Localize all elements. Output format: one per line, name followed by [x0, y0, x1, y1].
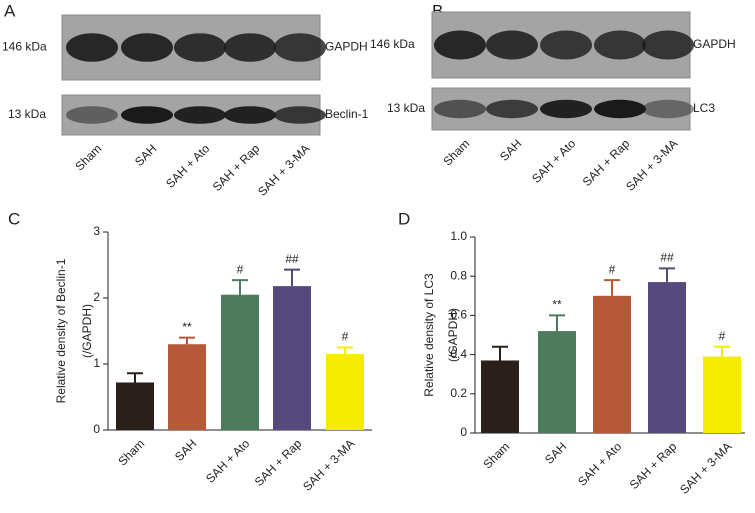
y-tick-label: 0.6 — [450, 308, 467, 322]
band — [121, 33, 173, 62]
x-tick-label: SAH + 3-MA — [677, 439, 734, 496]
band — [642, 99, 694, 119]
error-bar — [659, 267, 675, 283]
x-tick-label: SAH + Ato — [575, 439, 625, 489]
x-tick-label: SAH + Ato — [203, 436, 253, 486]
significance: ** — [552, 298, 562, 312]
error-bar — [549, 314, 565, 332]
significance: # — [719, 329, 726, 343]
panel-letter: D — [398, 209, 410, 228]
band — [486, 30, 538, 60]
band — [594, 30, 646, 60]
panel-letter: A — [4, 1, 16, 20]
band — [486, 99, 538, 119]
significance: ** — [182, 320, 192, 334]
bar — [703, 356, 741, 433]
error-bar — [604, 279, 620, 296]
lane-label: SAH + Rap — [210, 141, 263, 194]
band — [66, 33, 118, 62]
error-bar — [127, 372, 143, 383]
band — [274, 33, 326, 62]
y-axis-label: Relative density of Beclin-1 — [54, 258, 68, 403]
x-tick-label: SAH — [542, 439, 569, 466]
error-bar — [179, 336, 195, 345]
x-tick-label: Sham — [115, 436, 147, 468]
y-tick-label: 0.2 — [450, 386, 467, 400]
bar — [481, 360, 519, 433]
band — [174, 106, 226, 124]
lane-label: SAH — [497, 136, 524, 163]
significance: # — [237, 262, 244, 276]
lane-label: SAH + Ato — [163, 141, 213, 191]
x-tick-label: SAH + Rap — [627, 439, 680, 492]
band — [274, 106, 326, 124]
bar — [538, 331, 576, 433]
x-tick-label: Sham — [480, 439, 512, 471]
band — [174, 33, 226, 62]
marker-label: 13 kDa — [387, 101, 425, 115]
marker-label: 146 kDa — [2, 40, 47, 54]
lane-label: SAH — [132, 141, 159, 168]
significance: # — [609, 262, 616, 276]
band — [540, 30, 592, 60]
y-tick-label: 0.8 — [450, 268, 467, 282]
y-tick-label: 0 — [460, 425, 467, 439]
marker-label: 13 kDa — [8, 107, 46, 121]
x-tick-label: SAH — [172, 436, 199, 463]
significance: # — [342, 330, 349, 344]
significance: ## — [285, 252, 299, 266]
y-axis-label: Relative density of LC3 — [422, 273, 436, 397]
lane-label: SAH + 3-MA — [623, 136, 680, 193]
x-tick-label: SAH + 3-MA — [300, 436, 357, 493]
bar — [168, 344, 206, 430]
y-tick-label: 3 — [93, 224, 100, 238]
bar — [116, 382, 154, 430]
band — [540, 99, 592, 119]
y-tick-label: 0.4 — [450, 347, 467, 361]
error-bar — [492, 345, 508, 361]
lane-label: Sham — [440, 136, 472, 168]
band — [66, 106, 118, 124]
lane-label: Sham — [72, 141, 104, 173]
band — [224, 106, 276, 124]
protein-label: Beclin-1 — [325, 107, 369, 121]
y-axis-label: (/GAPDH) — [80, 304, 94, 358]
y-axis-label: (/GAPDH) — [446, 308, 460, 362]
band — [594, 99, 646, 119]
protein-label: GAPDH — [325, 40, 368, 54]
y-tick-label: 2 — [93, 290, 100, 304]
y-tick-label: 1 — [93, 356, 100, 370]
lane-label: SAH + Ato — [529, 136, 579, 186]
protein-label: GAPDH — [693, 37, 736, 51]
error-bar — [284, 268, 300, 287]
error-bar — [232, 279, 248, 295]
band — [642, 30, 694, 60]
band — [121, 106, 173, 124]
band — [434, 99, 486, 119]
bar — [221, 294, 259, 430]
panel-letter: C — [8, 209, 20, 228]
band — [224, 33, 276, 62]
protein-label: LC3 — [693, 101, 715, 115]
error-bar — [714, 345, 730, 357]
bar — [326, 354, 364, 430]
panel-letter: B — [432, 1, 443, 20]
bar — [593, 295, 631, 433]
bar — [648, 282, 686, 433]
marker-label: 146 kDa — [370, 37, 415, 51]
x-tick-label: SAH + Rap — [252, 436, 305, 489]
band — [434, 30, 486, 60]
bar — [273, 286, 311, 430]
significance: ## — [660, 251, 674, 265]
lane-label: SAH + 3-MA — [255, 141, 312, 198]
y-tick-label: 1.0 — [450, 229, 467, 243]
error-bar — [337, 346, 353, 355]
y-tick-label: 0 — [93, 422, 100, 436]
